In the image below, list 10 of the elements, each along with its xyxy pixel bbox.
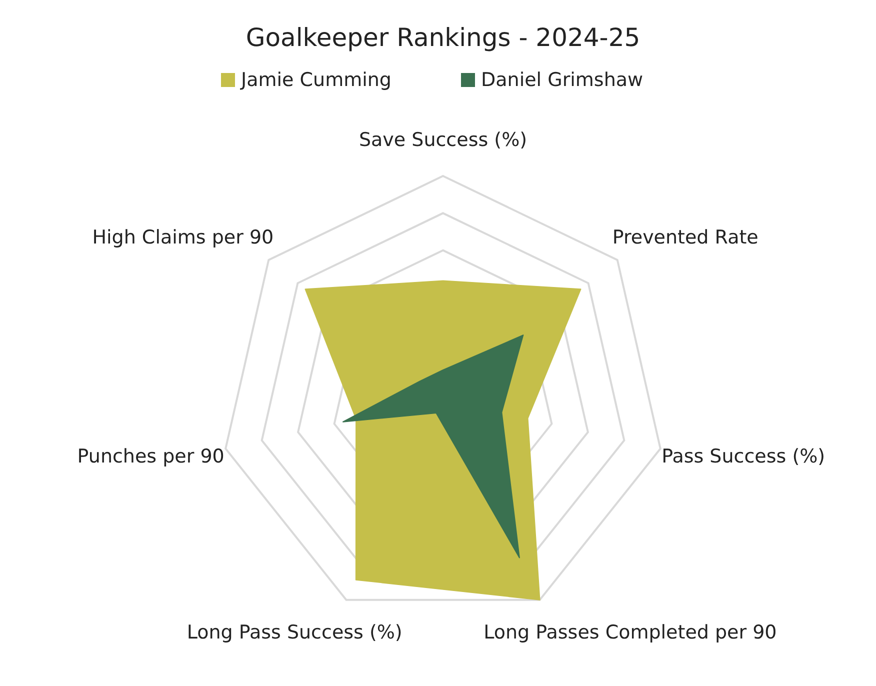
spoke-label: High Claims per 90: [92, 226, 274, 249]
spoke-label: Punches per 90: [77, 446, 224, 468]
chart-title: Goalkeeper Rankings - 2024-25: [246, 23, 640, 52]
spoke-label: Save Success (%): [358, 129, 528, 151]
legend-label: Daniel Grimshaw: [481, 69, 644, 91]
spoke-label: Long Pass Success (%): [186, 621, 402, 644]
spoke-label: Long Passes Completed per 90: [484, 621, 777, 644]
legend-label: Jamie Cumming: [240, 69, 392, 91]
spoke-label: Pass Success (%): [662, 446, 826, 468]
spoke-label: Prevented Rate: [612, 226, 758, 249]
